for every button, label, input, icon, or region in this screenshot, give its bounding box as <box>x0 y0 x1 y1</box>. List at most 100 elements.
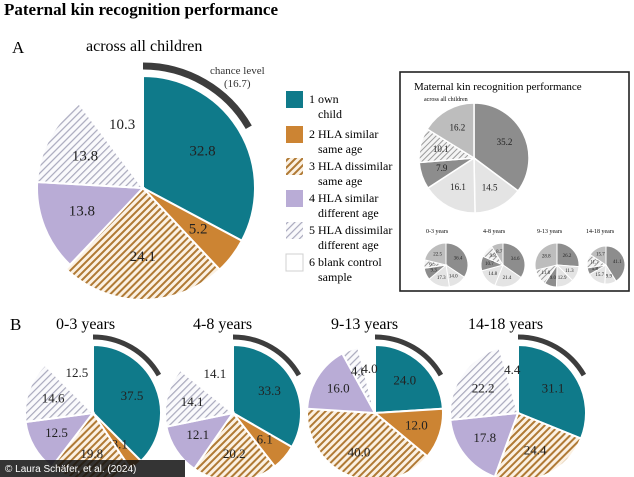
legend-label-hla-sim-diff-2: different age <box>318 206 379 220</box>
chance-level-value: (16.7) <box>224 78 251 90</box>
mat-4-8-label-6: 8.7 <box>496 250 503 255</box>
credit-text: © Laura Schäfer, et al. (2024) <box>5 464 136 475</box>
mat-4-8-label-3: 14.8 <box>488 272 497 277</box>
mat-14-18-label-2: 9.9 <box>606 275 613 280</box>
age-9-13-slice-hla-dissimilar-same-age <box>306 407 429 477</box>
mat-14-18-slice-6 <box>589 245 607 266</box>
mat-0-3-label-1: 36.4 <box>454 257 463 262</box>
mat-4-8-slice-1 <box>502 242 526 279</box>
age-14-18-slice-hla-dissimilar-different-age <box>448 346 520 422</box>
age-14-18-slice-hla-dissimilar-same-age <box>493 411 583 477</box>
mat-4-8-slice-6 <box>490 242 504 267</box>
section-b-label: B <box>10 315 21 334</box>
age-14-18-chance-level-arc <box>517 334 587 377</box>
age-0-3-chance-level-arc <box>92 334 162 377</box>
mat-0-3-label-6: 22.5 <box>433 252 442 257</box>
mat-0-3-label-5: 6.5 <box>429 263 436 268</box>
pie-9-13-years: 24.012.040.016.04.04.0 <box>306 334 444 477</box>
age-0-3-label-hla-dissimilar-different-age: 14.6 <box>42 390 65 405</box>
mat-9-13-label-1: 26.2 <box>563 254 572 259</box>
age-title-4-8: 4-8 years <box>193 316 252 333</box>
age-0-3-label-hla-similar-different-age: 12.5 <box>45 425 68 440</box>
all-chance-level-arc <box>142 62 252 129</box>
age-4-8-slice-blank-control <box>178 343 234 416</box>
maternal-pie-0-3: 36.4 14.017.39.36.5 22.5 <box>423 242 469 288</box>
age-14-18-slice-hla-similar-different-age <box>449 411 520 477</box>
age-4-8-label-hla-similar-different-age: 12.1 <box>186 427 209 442</box>
legend-label-hla-dis-same-2: same age <box>318 174 362 188</box>
maternal-inset-subtitle: across all children <box>424 97 468 103</box>
age-4-8-slice-hla-dissimilar-same-age <box>192 411 277 477</box>
age-4-8-label-blank-control: 14.1 <box>204 366 227 381</box>
legend-label-hla-dis-diff-1: 5 HLA dissimilar <box>309 223 392 237</box>
pie-across-all-children: 32.8 5.2 24.1 13.8 13.8 10.3 <box>36 62 256 301</box>
mat-9-13-label-3: 12.9 <box>558 276 567 281</box>
maternal-pie-9-13: 26.2 11.3 12.99.011.8 28.8 <box>534 242 580 288</box>
age-4-8-slice-own-child <box>232 343 302 449</box>
mat-0-3-label-3: 17.3 <box>437 276 446 281</box>
all-slice-hla-dissimilar-same-age <box>64 186 222 301</box>
mat-4-8-label-2: 21.4 <box>503 276 512 281</box>
mat-all-label-5: 10.1 <box>433 144 449 154</box>
mat-all-slice-2 <box>473 156 520 214</box>
age-9-13-slice-hla-similar-different-age <box>306 352 377 415</box>
age-9-13-chance-level-arc <box>374 334 444 377</box>
age-9-13-label-own-child: 24.0 <box>393 372 416 387</box>
age-14-18-label-hla-similar-different-age: 17.8 <box>473 430 496 445</box>
all-label-hla-similar-same-age: 5.2 <box>189 222 208 238</box>
legend-label-own-1: 1 own <box>309 92 339 106</box>
age-0-3-label-own-child: 37.5 <box>121 388 144 403</box>
mat-all-label-2: 14.5 <box>482 182 498 192</box>
maternal-inset-title: Maternal kin recognition performance <box>414 81 582 93</box>
legend-label-hla-dis-same-1: 3 HLA dissimilar <box>309 159 392 173</box>
mat-14-18-label-6: 15.7 <box>596 253 605 258</box>
maternal-pie-14-18: 41.19.915.75.811.715.7 <box>586 245 626 285</box>
age-4-8-chance-level-arc <box>232 334 302 377</box>
legend-label-own-2: child <box>318 107 342 121</box>
pie-0-3-years: 37.53.119.812.514.612.5 <box>24 334 162 477</box>
mat-14-18-label-4: 5.8 <box>592 267 599 272</box>
age-4-8-label-own-child: 33.3 <box>258 383 281 398</box>
mat-9-13-label-5: 11.8 <box>542 271 551 276</box>
age-0-3-slice-own-child <box>92 343 162 463</box>
mat-9-13-label-2: 11.3 <box>565 269 574 274</box>
age-9-13-label-hla-dissimilar-same-age: 40.0 <box>348 444 371 459</box>
mat-14-18-label-5: 11.7 <box>590 261 599 266</box>
legend-label-hla-dis-diff-2: different age <box>318 238 379 252</box>
age-4-8-label-hla-dissimilar-same-age: 20.2 <box>223 446 246 461</box>
age-14-18-slice-blank-control <box>498 343 519 414</box>
mat-all-slice-3 <box>426 156 476 214</box>
legend: 1 own child 2 HLA similar same age 3 HLA… <box>285 91 392 284</box>
age-14-18-slice-own-child <box>517 343 588 440</box>
mat-14-18-label-3: 15.7 <box>595 273 604 278</box>
mat-all-label-4: 7.9 <box>436 163 448 173</box>
mat-4-8-label-4: 10.7 <box>485 262 494 267</box>
all-slice-own-child <box>142 74 256 243</box>
credit-bar <box>0 460 185 477</box>
mat-all-label-6: 16.2 <box>450 122 466 132</box>
mat-0-3-label-4: 9.3 <box>430 269 437 274</box>
age-0-3-slice-blank-control <box>43 343 94 416</box>
legend-swatch-blank-control <box>285 253 304 272</box>
pie-14-18-years: 31.1 24.4 17.8 22.2 4.4 <box>448 334 588 477</box>
age-9-13-label-hla-similar-same-age: 12.0 <box>405 417 428 432</box>
all-label-hla-dissimilar-different-age: 13.8 <box>72 149 98 165</box>
age-14-18-label-own-child: 31.1 <box>542 380 565 395</box>
figure-title: Paternal kin recognition performance <box>4 0 278 19</box>
age-0-3-slice-hla-dissimilar-different-age <box>24 363 96 424</box>
age-title-9-13: 9-13 years <box>331 316 398 333</box>
age-9-13-label-blank-control: 4.0 <box>361 361 377 376</box>
age-9-13-slice-own-child <box>374 343 444 415</box>
all-label-own-child: 32.8 <box>189 144 215 160</box>
all-slice-hla-dissimilar-different-age <box>36 102 146 190</box>
all-slice-hla-similar-different-age <box>36 180 146 267</box>
section-a-label: A <box>12 38 25 57</box>
legend-swatch-hla-similar-different-age <box>286 190 303 207</box>
legend-label-blank-2: sample <box>318 270 352 284</box>
age-4-8-slice-hla-dissimilar-different-age <box>163 368 236 428</box>
maternal-age-4-8: 4-8 years <box>483 229 506 235</box>
age-title-14-18: 14-18 years <box>468 316 543 333</box>
legend-label-hla-sim-diff-1: 4 HLA similar <box>309 191 378 205</box>
mat-4-8-label-5: 9.8 <box>490 254 497 259</box>
maternal-age-0-3: 0-3 years <box>426 229 449 235</box>
